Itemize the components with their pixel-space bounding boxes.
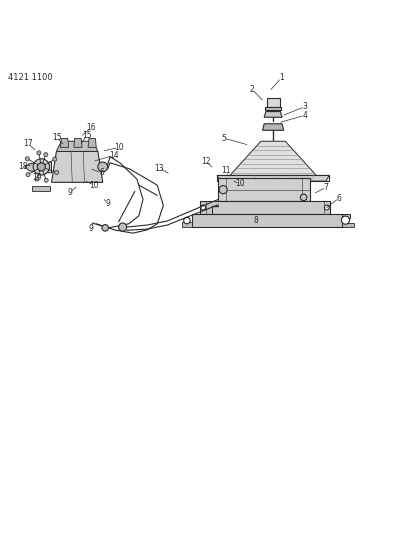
Text: 18: 18 (18, 161, 28, 171)
Text: 14: 14 (109, 151, 119, 160)
Circle shape (102, 224, 109, 231)
Polygon shape (32, 187, 50, 191)
Text: 12: 12 (201, 157, 211, 166)
Text: 16: 16 (86, 123, 96, 132)
Polygon shape (88, 139, 96, 147)
Text: 8: 8 (254, 216, 258, 224)
Circle shape (55, 171, 59, 174)
Text: 1: 1 (279, 74, 284, 82)
Circle shape (44, 178, 48, 182)
Circle shape (37, 163, 45, 171)
Text: 10: 10 (89, 181, 99, 190)
Circle shape (25, 157, 29, 161)
Circle shape (324, 205, 329, 210)
Text: 6: 6 (337, 193, 341, 203)
Polygon shape (342, 223, 355, 227)
Polygon shape (263, 124, 284, 130)
Circle shape (33, 159, 49, 175)
Text: 9: 9 (105, 199, 110, 208)
Circle shape (201, 205, 206, 210)
Text: 10: 10 (114, 143, 124, 152)
Polygon shape (266, 98, 279, 107)
Circle shape (184, 217, 190, 224)
Polygon shape (192, 214, 342, 227)
Polygon shape (218, 178, 310, 201)
Text: 4: 4 (302, 111, 307, 120)
Polygon shape (265, 107, 281, 110)
Text: 2: 2 (250, 85, 254, 94)
Text: 15: 15 (82, 131, 92, 140)
Text: 19: 19 (33, 173, 42, 182)
Text: 5: 5 (221, 133, 226, 142)
Polygon shape (228, 141, 318, 177)
Circle shape (341, 216, 350, 224)
Circle shape (44, 152, 48, 157)
Text: 6: 6 (99, 168, 104, 177)
Circle shape (53, 157, 57, 161)
Circle shape (35, 177, 39, 181)
Text: 17: 17 (24, 139, 33, 148)
Circle shape (119, 223, 127, 231)
Polygon shape (60, 139, 69, 147)
Polygon shape (264, 111, 282, 117)
Circle shape (37, 151, 41, 155)
Circle shape (219, 185, 227, 193)
Polygon shape (56, 141, 98, 151)
Text: 15: 15 (52, 133, 62, 142)
Text: 11: 11 (222, 166, 231, 175)
Polygon shape (25, 162, 51, 173)
Text: 9: 9 (89, 224, 94, 233)
Polygon shape (200, 201, 330, 214)
Text: 13: 13 (155, 164, 164, 173)
Polygon shape (51, 151, 103, 182)
Polygon shape (217, 175, 329, 181)
Text: 7: 7 (324, 183, 328, 192)
Polygon shape (269, 207, 277, 212)
Circle shape (300, 194, 307, 200)
Polygon shape (182, 222, 192, 227)
Text: 4121 1100: 4121 1100 (8, 74, 53, 83)
Polygon shape (74, 139, 82, 147)
Circle shape (26, 173, 30, 176)
Text: 9: 9 (67, 188, 72, 197)
Circle shape (98, 162, 108, 172)
Text: 10: 10 (235, 180, 244, 189)
Polygon shape (342, 214, 350, 217)
Text: 3: 3 (302, 102, 307, 111)
